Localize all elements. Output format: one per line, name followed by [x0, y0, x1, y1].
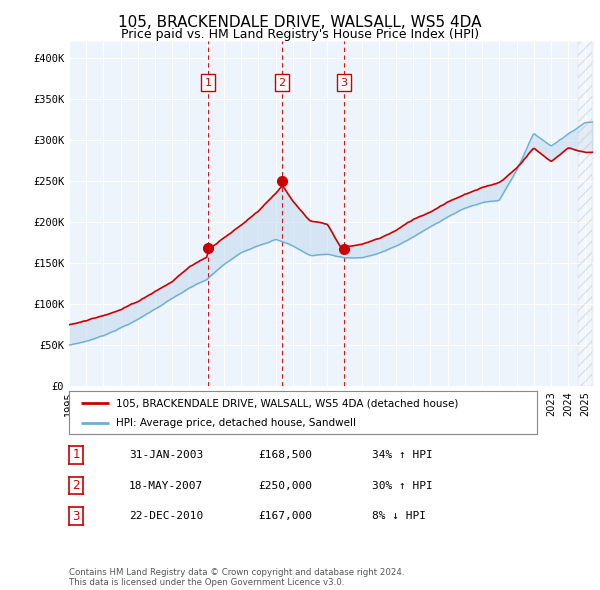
Text: £168,500: £168,500	[258, 450, 312, 460]
Text: 1: 1	[205, 78, 212, 88]
Text: 8% ↓ HPI: 8% ↓ HPI	[372, 512, 426, 521]
Text: 3: 3	[73, 510, 80, 523]
Text: 3: 3	[341, 78, 347, 88]
Text: 34% ↑ HPI: 34% ↑ HPI	[372, 450, 433, 460]
Text: HPI: Average price, detached house, Sandwell: HPI: Average price, detached house, Sand…	[116, 418, 356, 428]
Text: 105, BRACKENDALE DRIVE, WALSALL, WS5 4DA (detached house): 105, BRACKENDALE DRIVE, WALSALL, WS5 4DA…	[116, 398, 458, 408]
Text: 22-DEC-2010: 22-DEC-2010	[129, 512, 203, 521]
Text: 31-JAN-2003: 31-JAN-2003	[129, 450, 203, 460]
Text: Price paid vs. HM Land Registry's House Price Index (HPI): Price paid vs. HM Land Registry's House …	[121, 28, 479, 41]
Text: £167,000: £167,000	[258, 512, 312, 521]
Text: £250,000: £250,000	[258, 481, 312, 490]
Text: 1: 1	[73, 448, 80, 461]
Text: 30% ↑ HPI: 30% ↑ HPI	[372, 481, 433, 490]
Text: 105, BRACKENDALE DRIVE, WALSALL, WS5 4DA: 105, BRACKENDALE DRIVE, WALSALL, WS5 4DA	[118, 15, 482, 30]
Text: Contains HM Land Registry data © Crown copyright and database right 2024.
This d: Contains HM Land Registry data © Crown c…	[69, 568, 404, 587]
Text: 2: 2	[73, 479, 80, 492]
Text: 18-MAY-2007: 18-MAY-2007	[129, 481, 203, 490]
Text: 2: 2	[278, 78, 286, 88]
